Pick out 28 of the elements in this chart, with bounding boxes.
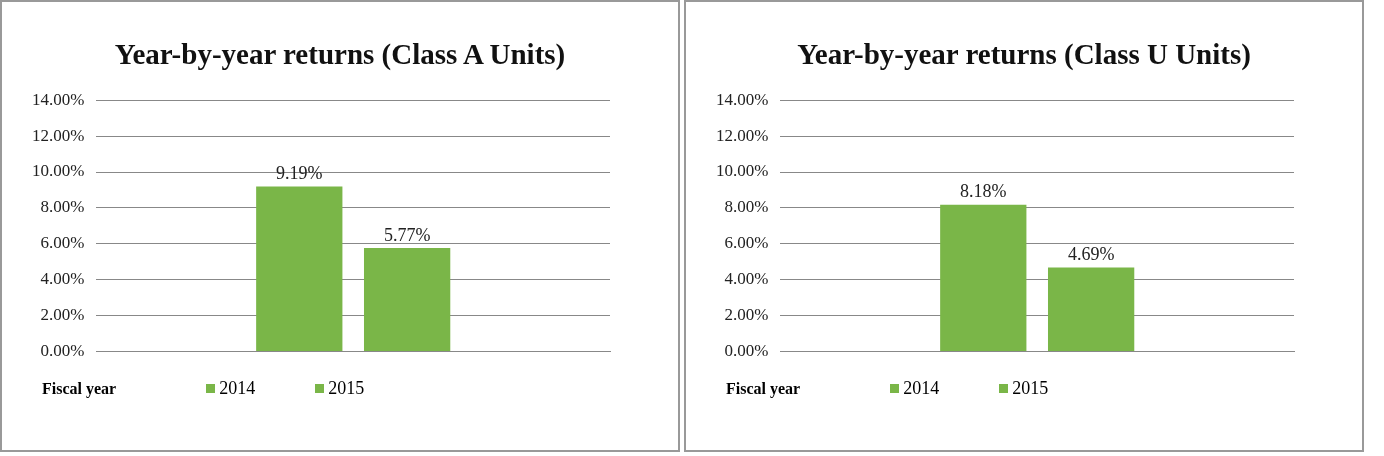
- legend-label: 2014: [903, 378, 940, 399]
- y-tick-label: 10.00%: [715, 161, 769, 181]
- y-tick-label: 12.00%: [31, 125, 85, 145]
- y-tick-label: 10.00%: [31, 161, 85, 181]
- y-tick-label: 0.00%: [40, 341, 85, 361]
- y-tick-label: 4.00%: [724, 269, 769, 289]
- chart-title: Year-by-year returns (Class U Units): [796, 38, 1252, 72]
- legend-label: 2014: [219, 378, 256, 399]
- y-tick-label: 14.00%: [715, 89, 769, 109]
- y-tick-label: 6.00%: [40, 233, 85, 253]
- y-tick-label: 0.00%: [724, 341, 769, 361]
- chart-title: Year-by-year returns (Class A Units): [113, 38, 567, 72]
- y-tick-label: 4.00%: [40, 269, 85, 289]
- y-tick-label: 2.00%: [40, 305, 85, 325]
- legend-label: 2015: [328, 378, 365, 399]
- data-label: 5.77%: [383, 224, 431, 245]
- y-tick-label: 12.00%: [715, 125, 769, 145]
- y-tick-label: 14.00%: [31, 89, 85, 109]
- y-tick-label: 6.00%: [724, 233, 769, 253]
- y-tick-label: 8.00%: [724, 197, 769, 217]
- data-label: 4.69%: [1067, 244, 1115, 265]
- legend-title: Fiscal year: [726, 379, 801, 398]
- legend-label: 2015: [1012, 378, 1049, 399]
- y-tick-label: 2.00%: [724, 305, 769, 325]
- y-tick-label: 8.00%: [40, 197, 85, 217]
- data-label: 8.18%: [960, 181, 1007, 202]
- data-label: 9.19%: [276, 163, 323, 184]
- legend-title: Fiscal year: [42, 379, 117, 398]
